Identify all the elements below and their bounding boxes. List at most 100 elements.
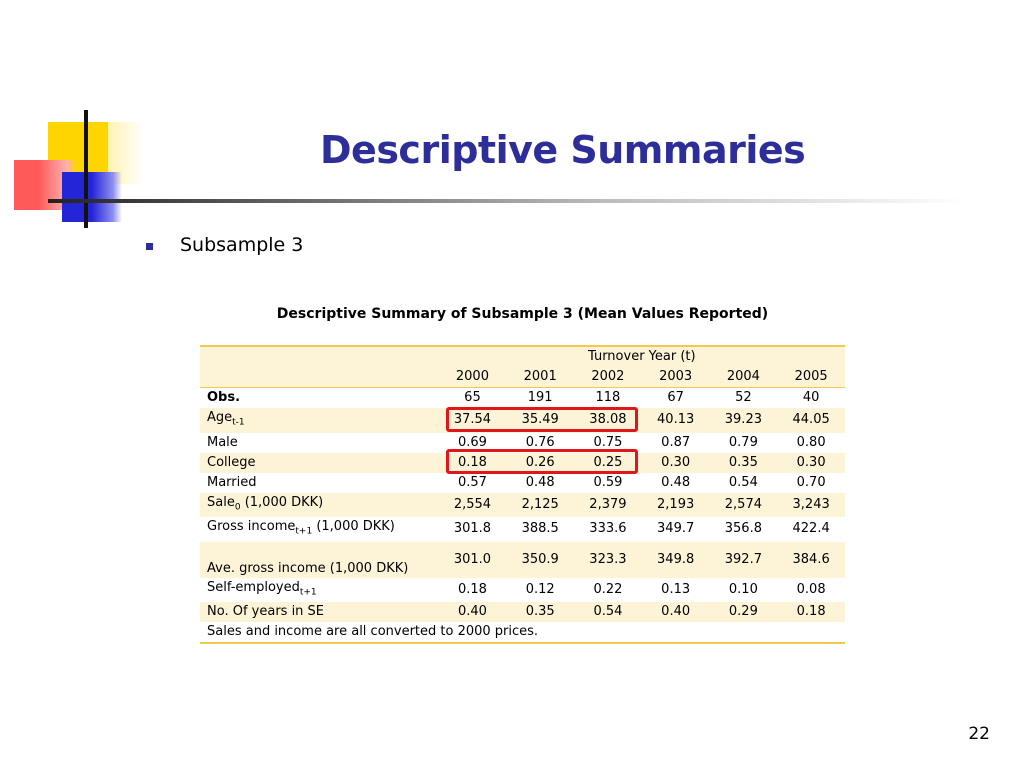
cell: 2,574 [709,492,778,518]
cell: 0.54 [574,602,642,623]
cell: 0.10 [728,582,758,598]
cell: 2,554 [438,492,507,518]
cell: 422.4 [792,521,830,537]
cell: 39.23 [709,408,778,433]
highlight-box-college [446,449,638,474]
table-row: Aget-1 37.54 35.49 38.08 40.13 39.23 44.… [200,408,845,433]
row-label: No. Of years in SE [200,602,439,623]
cell: 0.18 [457,582,487,598]
cell: 356.8 [724,521,762,537]
table-row: Self-employedt+1 0.18 0.12 0.22 0.13 0.1… [200,578,845,603]
cell: 323.3 [574,541,642,578]
cell: 350.9 [506,541,575,578]
cell: 0.30 [777,452,845,473]
cell: 2,125 [506,492,575,518]
year-header: 2004 [709,367,778,388]
cell: 67 [667,390,684,405]
cell: 384.6 [777,541,845,578]
row-label: Married [207,474,257,490]
table-year-header-row: 2000 2001 2002 2003 2004 2005 [200,367,845,388]
cell: 35.49 [506,408,575,433]
row-label: Gross incomet+1 (1,000 DKK) [207,519,395,537]
table-row: Obs. 65 191 118 67 52 40 [200,388,845,409]
table-row: Ave. gross income (1,000 DKK) 301.0 350.… [200,541,845,578]
group-header: Turnover Year (t) [438,346,845,367]
cell: 52 [735,390,752,405]
cell: 44.05 [777,408,845,433]
summary-table: Turnover Year (t) 2000 2001 2002 2003 20… [200,345,845,645]
cell: 349.8 [641,541,710,578]
cell: 38.08 [574,408,642,433]
cell: 37.54 [438,408,507,433]
title-underline [48,199,968,203]
row-label: Obs. [207,390,241,405]
table-footnote-row: Sales and income are all converted to 20… [200,622,845,643]
cell: 0.79 [728,434,758,450]
cell: 3,243 [777,492,845,518]
cell: 301.8 [453,521,492,537]
cell: 388.5 [521,521,559,537]
year-header: 2003 [641,367,710,388]
cell: 0.26 [506,452,575,473]
cell: 0.87 [661,434,691,450]
slide-title: Descriptive Summaries [320,128,806,172]
cell: 0.40 [641,602,710,623]
cell: 40.13 [641,408,710,433]
row-label: College [200,452,439,473]
cell: 2,193 [641,492,710,518]
cell: 392.7 [709,541,778,578]
logo-vertical-line [84,110,88,228]
year-header: 2002 [574,367,642,388]
cell: 0.54 [728,474,758,490]
table-footnote: Sales and income are all converted to 20… [207,624,539,640]
cell: 0.76 [525,434,555,450]
year-header: 2005 [777,367,845,388]
cell: 0.40 [438,602,507,623]
page-number: 22 [968,724,990,744]
cell: 0.08 [796,582,826,598]
cell: 65 [464,390,481,405]
cell: 349.7 [657,521,695,537]
row-label: Ave. gross income (1,000 DKK) [200,541,439,578]
table-caption: Descriptive Summary of Subsample 3 (Mean… [276,306,769,322]
table-row: Sale0 (1,000 DKK) 2,554 2,125 2,379 2,19… [200,492,845,518]
table-group-header-row: Turnover Year (t) [200,346,845,367]
cell: 0.57 [457,474,487,490]
year-header: 2001 [506,367,575,388]
bullet-marker-icon [146,243,153,250]
decorative-logo [0,0,180,240]
cell: 0.35 [506,602,575,623]
cell: 301.0 [438,541,507,578]
bullet-text: Subsample 3 [180,234,304,256]
table-row: Male 0.69 0.76 0.75 0.87 0.79 0.80 [200,433,845,453]
cell: 0.59 [593,474,623,490]
table-row: Married 0.57 0.48 0.59 0.48 0.54 0.70 [200,473,845,493]
table-row: College 0.18 0.26 0.25 0.30 0.35 0.30 [200,452,845,473]
cell: 118 [595,390,621,405]
logo-blue-square [62,172,122,222]
cell: 0.13 [661,582,691,598]
cell: 0.70 [796,474,826,490]
cell: 0.29 [709,602,778,623]
cell: 40 [802,390,820,405]
highlight-box-age [446,407,638,432]
cell: 0.69 [457,434,487,450]
cell: 0.18 [438,452,507,473]
cell: 0.25 [574,452,642,473]
cell: 333.6 [589,521,627,537]
table-row: No. Of years in SE 0.40 0.35 0.54 0.40 0… [200,602,845,623]
cell: 2,379 [574,492,642,518]
cell: 0.22 [593,582,623,598]
row-label: Aget-1 [200,408,439,433]
cell: 0.48 [525,474,555,490]
cell: 0.48 [661,474,691,490]
cell: 0.30 [641,452,710,473]
cell: 0.12 [525,582,555,598]
year-header: 2000 [438,367,507,388]
cell: 0.35 [709,452,778,473]
row-label: Sale0 (1,000 DKK) [200,492,439,518]
cell: 0.18 [777,602,845,623]
row-label: Self-employedt+1 [207,579,317,598]
cell: 0.75 [593,434,623,450]
cell: 0.80 [796,434,826,450]
